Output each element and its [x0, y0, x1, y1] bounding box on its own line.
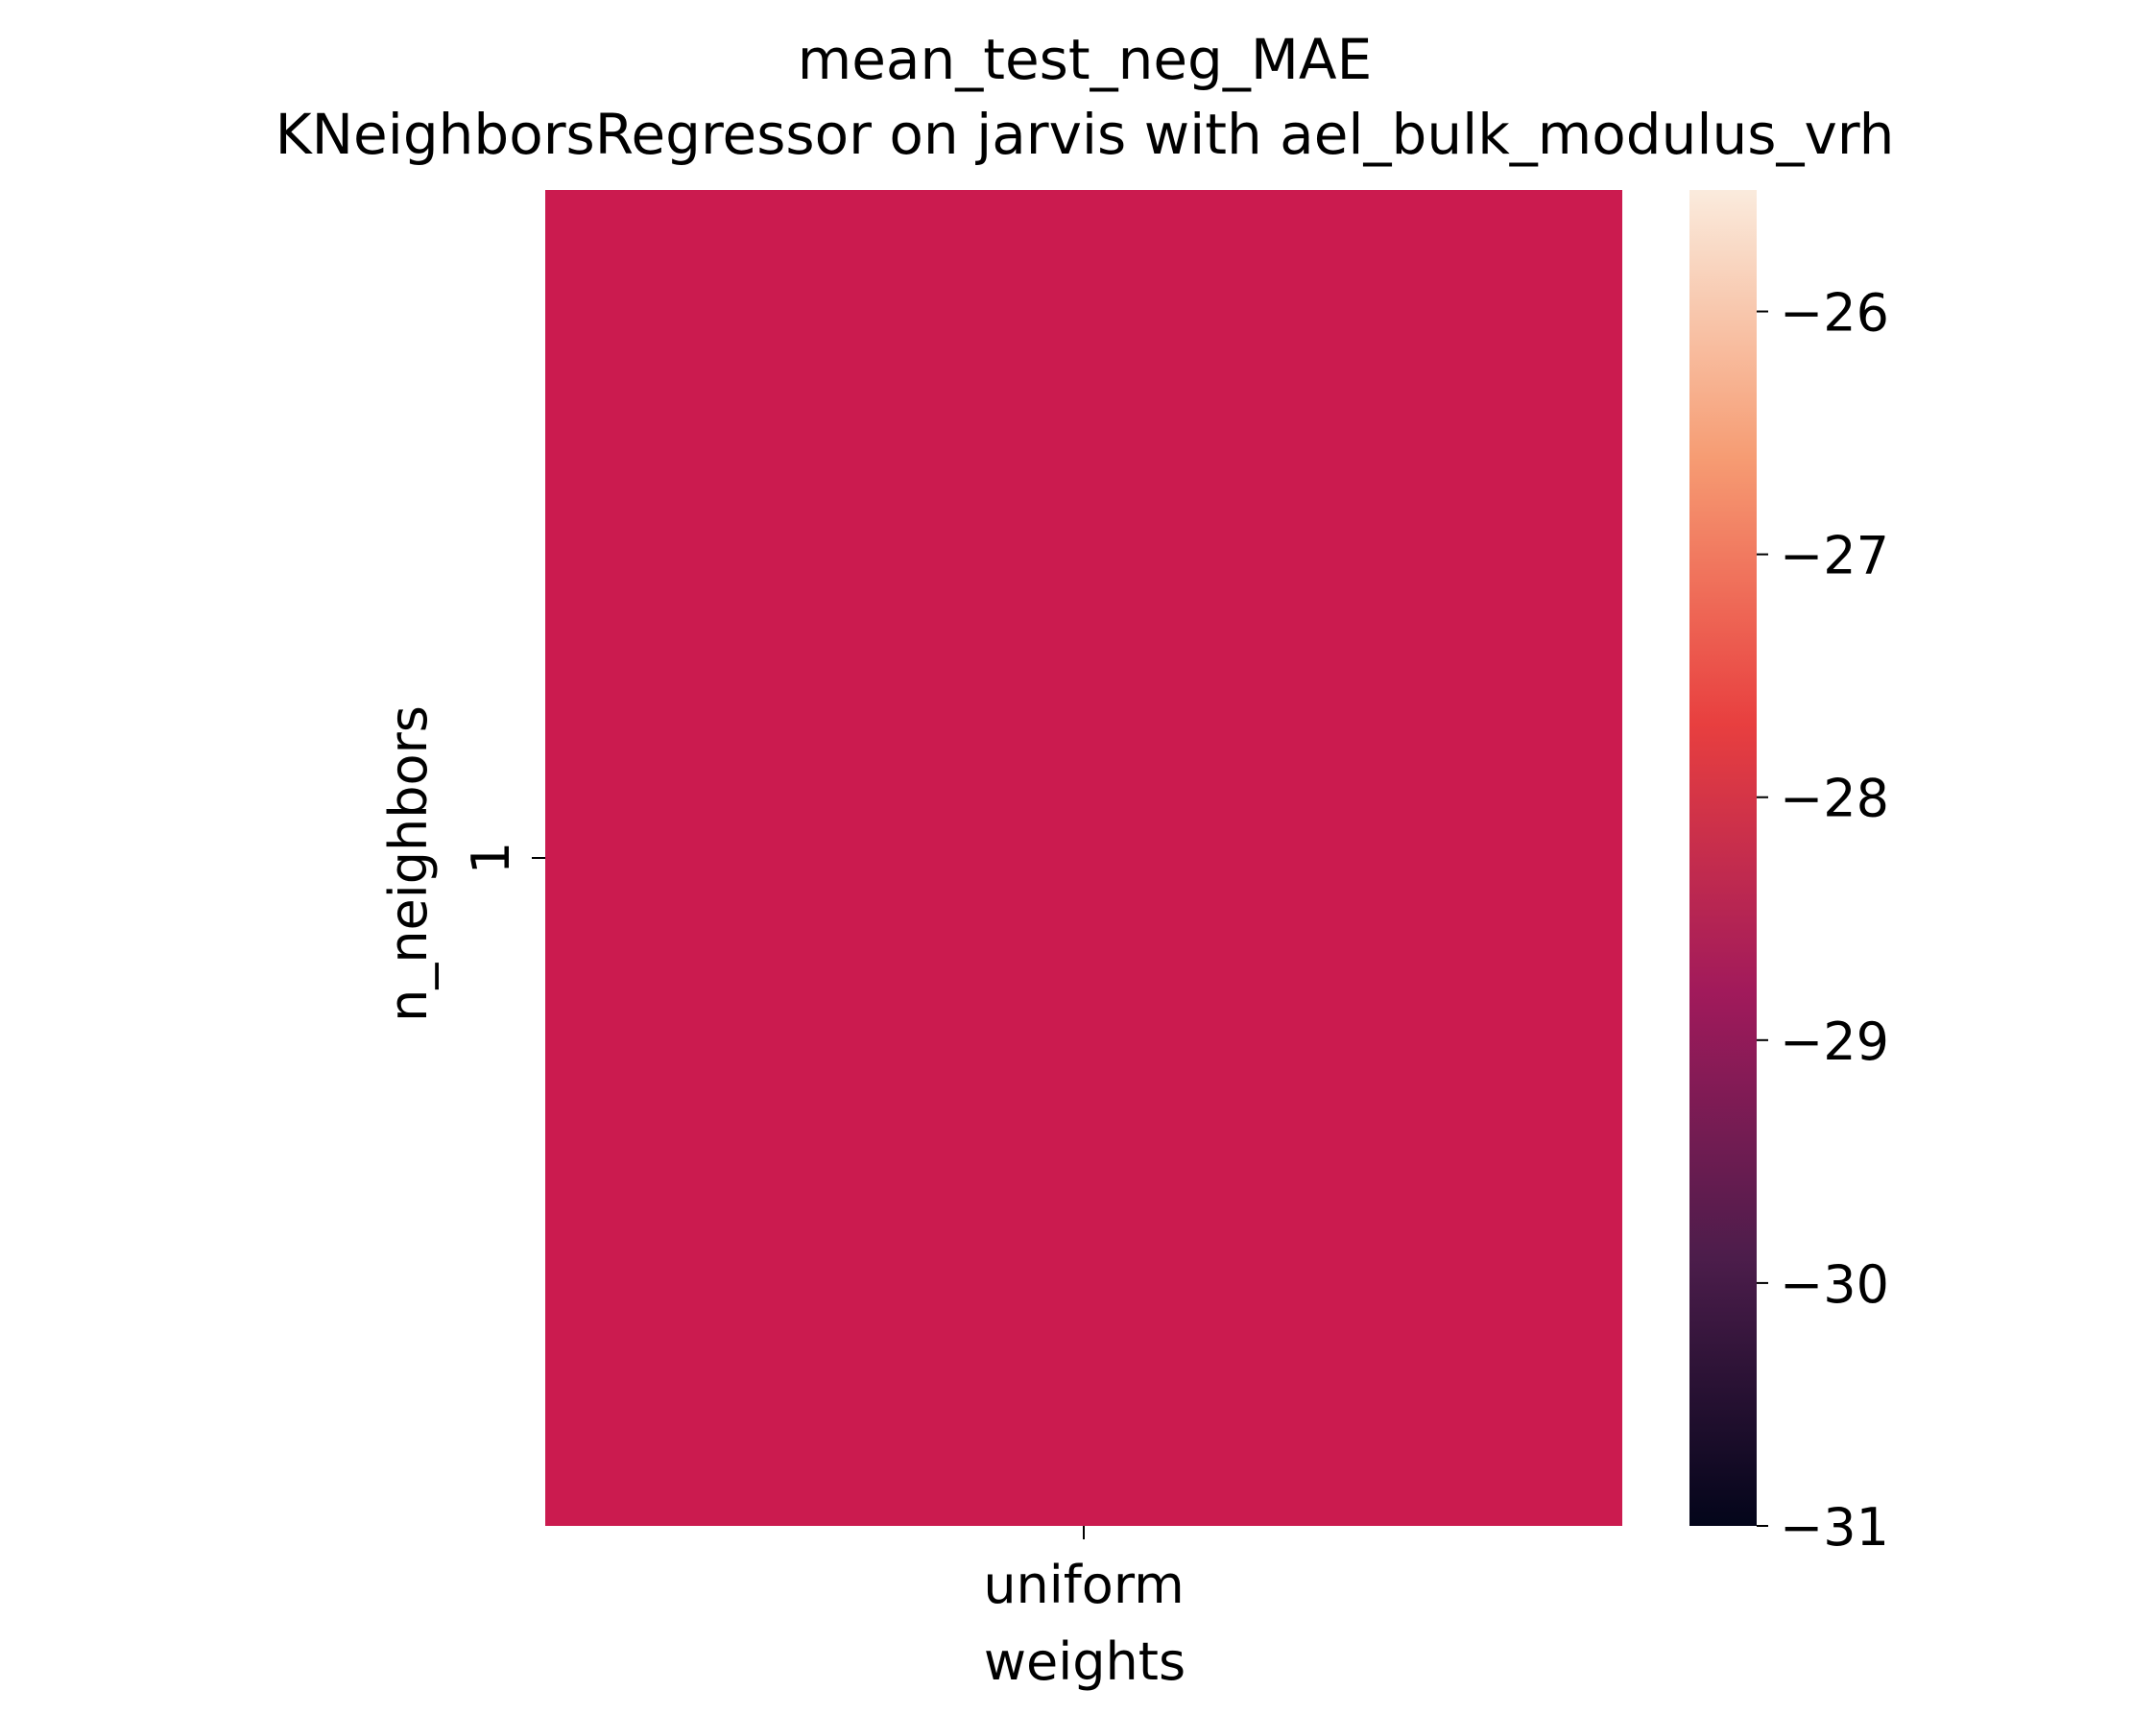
colorbar-tick-label: −28: [1780, 769, 1889, 829]
colorbar-tick-label: −29: [1780, 1012, 1889, 1072]
y-tick-label: 1: [461, 842, 521, 874]
heatmap-cells: [545, 190, 1622, 1526]
colorbar-tick-label: −31: [1780, 1497, 1889, 1558]
x-axis-label: weights: [984, 1631, 1186, 1692]
x-tick-label: uniform: [983, 1555, 1184, 1615]
chart-subtitle: KNeighborsRegressor on jarvis with ael_b…: [275, 102, 1895, 167]
x-axis-ticks: uniform: [983, 1526, 1185, 1615]
colorbar-tick-label: −26: [1780, 283, 1889, 344]
colorbar-tick-label: −30: [1780, 1254, 1889, 1315]
y-axis-label: n_neighbors: [378, 705, 439, 1022]
heatmap-cell: [545, 190, 1622, 1526]
y-axis-ticks: 1: [461, 842, 545, 874]
colorbar-ticks: −26 −27 −28 −29 −30 −31: [1757, 283, 1889, 1558]
chart-title: mean_test_neg_MAE: [798, 27, 1373, 92]
colorbar-tick-label: −27: [1780, 526, 1889, 586]
colorbar: [1689, 190, 1757, 1526]
